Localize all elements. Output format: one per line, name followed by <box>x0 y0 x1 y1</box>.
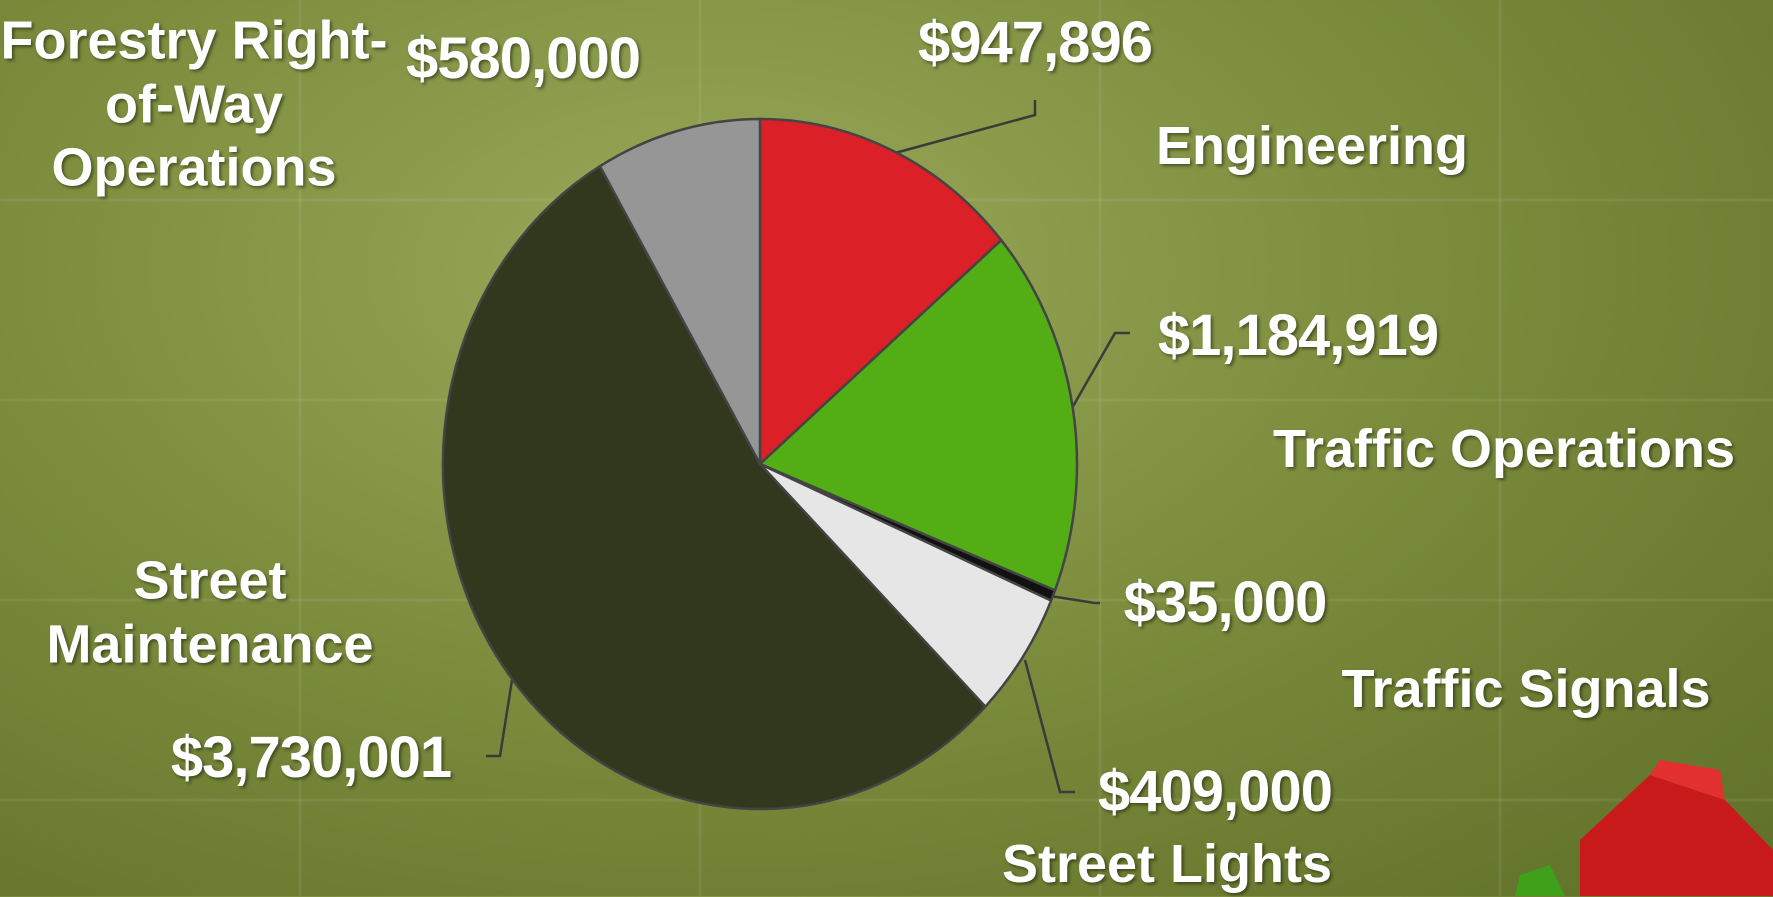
value-label: $947,896 <box>918 9 1152 77</box>
category-label: Engineering <box>1012 115 1612 179</box>
value-label: $580,000 <box>406 25 640 93</box>
value-label: $3,730,001 <box>171 724 451 792</box>
category-label: Traffic Signals <box>1226 658 1773 722</box>
category-label: Forestry Right-of-Way Operations <box>0 9 394 200</box>
value-label: $1,184,919 <box>1158 302 1438 370</box>
slide: (() => { const data = JSON.parse(documen… <box>0 0 1773 896</box>
pie <box>443 119 1077 809</box>
value-label: $409,000 <box>1098 758 1332 826</box>
category-label: Street Lights <box>867 833 1467 897</box>
value-label: $35,000 <box>1124 569 1327 637</box>
category-label: Street Maintenance <box>20 549 400 676</box>
house-icon <box>1515 760 1773 896</box>
category-label: Traffic Operations <box>1204 418 1773 482</box>
